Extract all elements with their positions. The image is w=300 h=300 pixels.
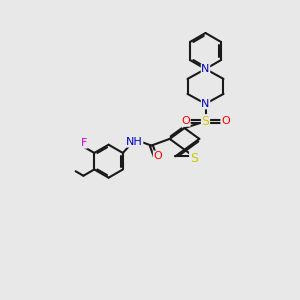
Text: O: O — [221, 116, 230, 126]
Text: O: O — [153, 151, 162, 161]
Text: S: S — [202, 115, 209, 128]
Text: O: O — [181, 116, 190, 126]
Text: S: S — [190, 152, 198, 165]
Text: NH: NH — [126, 137, 143, 147]
Text: N: N — [201, 99, 210, 109]
Text: N: N — [201, 64, 210, 74]
Text: F: F — [81, 138, 87, 148]
